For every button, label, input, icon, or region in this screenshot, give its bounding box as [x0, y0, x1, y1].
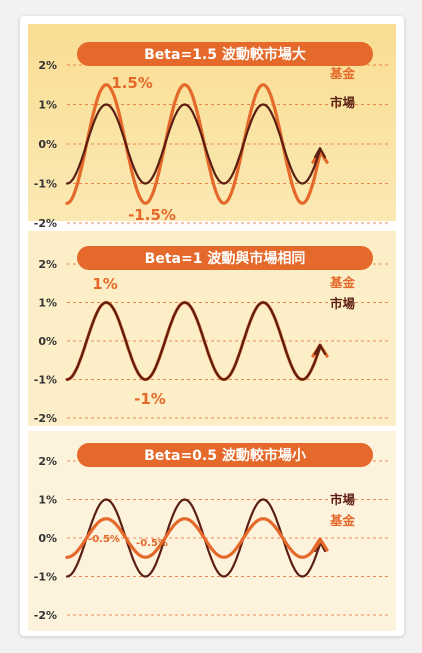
legend-label-fund: 基金: [329, 513, 356, 528]
series-line-market: [65, 301, 322, 381]
min-annotation: -1%: [134, 390, 166, 408]
y-tick-label: -1%: [34, 178, 57, 191]
y-tick-label: -1%: [34, 374, 57, 387]
beta-comparison-charts: 2%1%0%-1%-2%Beta=1.5 波動較市場大基金市場1.5%-1.5%…: [28, 24, 396, 631]
series-line-market: [65, 498, 322, 578]
max-annotation: 1.5%: [111, 74, 153, 92]
series-arrow-market: [313, 343, 327, 356]
infographic-card: 2% 1% 0% -1% -2% Beta=1.5 波動較市場大 基金 市場 1.5% -1.5%…: [20, 16, 404, 636]
y-tick-label: 2%: [38, 455, 57, 468]
y-tick-label: -2%: [34, 609, 57, 622]
chart-title-banner: [77, 42, 373, 66]
chart-title: Beta=1 波動與市場相同: [145, 250, 306, 267]
min-annotation: -1.5%: [128, 206, 176, 224]
y-tick-label: 1%: [38, 494, 57, 507]
y-tick-label: 1%: [38, 99, 57, 112]
legend-label-market: 市場: [330, 95, 356, 110]
series-line-fund: [65, 83, 322, 205]
legend-label-market: 市場: [330, 296, 356, 311]
legend-label-fund: 基金: [329, 66, 356, 81]
y-tick-label: 1%: [38, 297, 57, 310]
series-arrow-market: [313, 147, 327, 159]
series-line-fund: [65, 517, 322, 559]
series-arrow-fund: [311, 537, 329, 552]
series-line-market: [65, 103, 322, 185]
y-tick-label: 0%: [38, 335, 57, 348]
legend-label-market: 市場: [330, 492, 356, 507]
y-tick-label: 2%: [38, 258, 57, 271]
chart-title: Beta=0.5 波動較市場小: [144, 447, 306, 464]
y-tick-label: -2%: [34, 412, 57, 425]
y-tick-label: -2%: [34, 217, 57, 230]
chart-title: Beta=1.5 波動較市場大: [144, 46, 306, 63]
min-annotation-1: -0.5%: [88, 534, 120, 545]
y-tick-label: 0%: [38, 532, 57, 545]
chart-title-banner: [77, 246, 373, 270]
y-tick-label: 0%: [38, 138, 57, 151]
chart-title-banner: [77, 443, 373, 467]
min-annotation-2: -0.5%: [136, 538, 168, 549]
y-tick-label: -1%: [34, 571, 57, 584]
legend-label-fund: 基金: [329, 275, 356, 290]
max-annotation: 1%: [92, 275, 117, 293]
y-tick-label: 2%: [38, 59, 57, 72]
